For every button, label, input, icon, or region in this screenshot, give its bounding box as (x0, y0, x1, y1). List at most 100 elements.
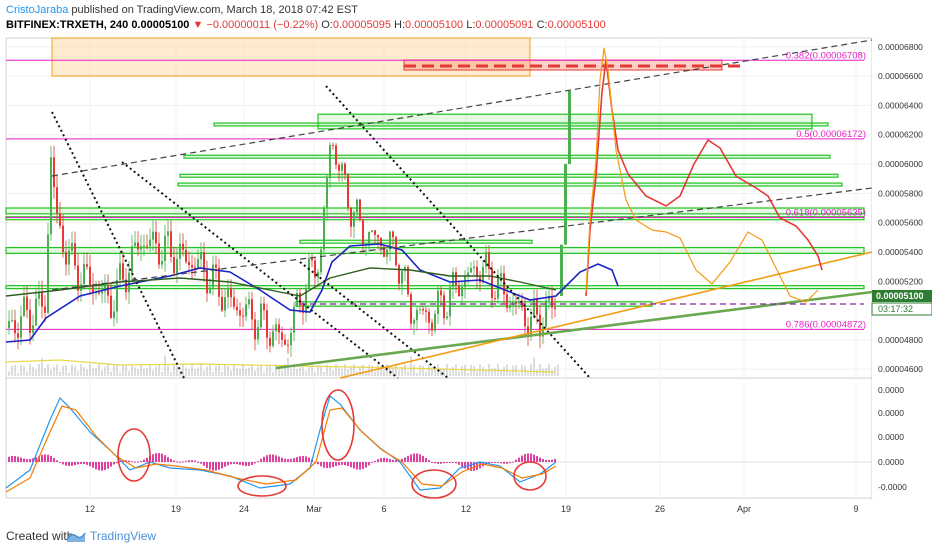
macd-histogram-bar (428, 460, 430, 462)
candle-body (455, 272, 457, 286)
macd-histogram-bar (35, 457, 37, 462)
volume-bar (332, 370, 334, 376)
candle-body (446, 316, 448, 319)
drawings-front (5, 39, 873, 379)
price-tick-label: 0.00006800 (878, 42, 923, 52)
volume-bar (140, 364, 142, 376)
volume-bar (152, 370, 154, 376)
macd-histogram-bar (296, 457, 298, 462)
candle-body (65, 252, 67, 265)
volume-bar (455, 364, 457, 376)
support-zone (179, 173, 839, 178)
candle-body (71, 243, 73, 251)
candle-body (407, 267, 409, 295)
publish-line: CristoJaraba published on TradingView.co… (6, 3, 358, 17)
volume-bar (209, 364, 211, 376)
volume-bar (179, 370, 181, 376)
macd-histogram-bar (158, 453, 160, 462)
volume-bar (32, 367, 34, 376)
macd-histogram-bar (119, 461, 121, 463)
macd-histogram-bar (515, 459, 517, 462)
candle-body (500, 273, 502, 277)
candle-body (161, 261, 163, 265)
candle-body (182, 243, 184, 250)
macd-histogram-bar (65, 462, 67, 466)
support-zone (5, 285, 865, 290)
volume-bar (434, 369, 436, 376)
candle-body (56, 187, 58, 214)
macd-histogram-bar (56, 460, 58, 462)
macd-histogram-bar (227, 462, 229, 466)
price-axis[interactable] (872, 38, 932, 498)
candle-body (380, 237, 382, 247)
macd-histogram-bar (194, 460, 196, 462)
macd-pane[interactable] (5, 377, 873, 499)
macd-histogram-bar (53, 457, 55, 462)
price-axis-labels: 0.00006800 0.00006600 0.00006400 0.00006200… (878, 42, 923, 374)
candle-body (62, 225, 64, 253)
candle-body (290, 332, 292, 346)
volume-bar (443, 368, 445, 376)
macd-histogram-bar (101, 462, 103, 471)
candle-body (41, 292, 43, 307)
candle-body (11, 320, 13, 322)
price-tick-label: 0.00006600 (878, 71, 923, 81)
volume-bar (20, 364, 22, 376)
macd-histogram-bar (350, 462, 352, 468)
candle-body (568, 90, 571, 165)
volume-bar (350, 367, 352, 376)
candle-body (20, 316, 22, 338)
macd-histogram-bar (326, 462, 328, 469)
author-link[interactable]: CristoJaraba (6, 4, 69, 16)
volume-bar (11, 365, 13, 376)
tradingview-brand[interactable]: TradingView (90, 529, 157, 543)
candle-body (209, 287, 211, 294)
volume-bar (224, 364, 226, 376)
candle-body (137, 242, 139, 250)
macd-histogram-bar (422, 455, 424, 462)
macd-histogram-bar (506, 462, 508, 464)
macd-tick-label: 0.0000 (878, 457, 904, 467)
candle-body (443, 295, 445, 319)
candle-body (389, 231, 391, 250)
macd-histogram-bar (80, 462, 82, 464)
candle-body (128, 272, 130, 293)
price-chart[interactable]: 0.382(0.00006708) 0.5(0.00006172) 0.618(0.… (0, 0, 932, 522)
volume-bar (119, 372, 121, 376)
volume-bar (200, 364, 202, 376)
time-tick-label: 26 (655, 504, 665, 514)
volume-bar (182, 364, 184, 376)
volume-bar (245, 369, 247, 376)
macd-histogram-bar (137, 461, 139, 463)
volume-bar (440, 368, 442, 376)
macd-histogram-bar (512, 461, 514, 463)
candle-body (434, 313, 436, 331)
volume-bar (410, 355, 412, 376)
macd-histogram-bar (464, 462, 466, 469)
candle-body (347, 174, 349, 209)
volume-bar (281, 370, 283, 376)
macd-histogram-bar (491, 462, 493, 463)
macd-histogram-bar (209, 462, 211, 470)
volume-bar (458, 371, 460, 376)
macd-histogram-bar (323, 462, 325, 468)
macd-histogram-bar (500, 462, 502, 464)
volume-bar (476, 371, 478, 376)
volume-bar (107, 364, 109, 376)
macd-histogram-bar (272, 454, 274, 462)
macd-histogram-bar (509, 462, 511, 464)
volume-bar (554, 366, 556, 376)
candle-body (437, 290, 439, 314)
candle-body (77, 265, 79, 291)
volume-bar (278, 366, 280, 376)
macd-histogram-bar (395, 460, 397, 462)
candle-body (281, 332, 283, 340)
candle-body (302, 305, 304, 313)
volume-bar (314, 372, 316, 376)
volume-bar (197, 367, 199, 376)
candle-body (467, 272, 469, 277)
macd-histogram-bar (38, 455, 40, 462)
candle-body (329, 145, 331, 178)
candle-body (377, 234, 379, 238)
candle-body (458, 285, 460, 297)
